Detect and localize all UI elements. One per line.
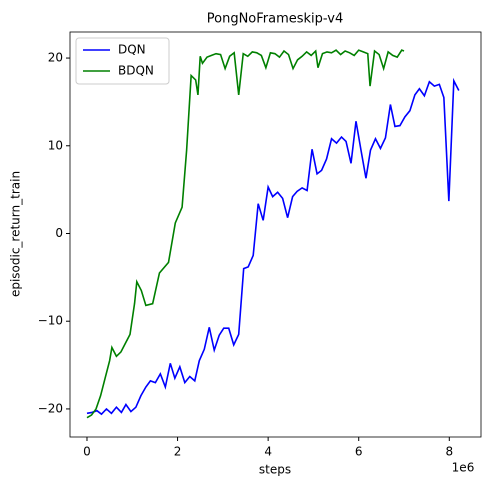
y-tick-label: 10 — [48, 138, 63, 152]
plot-frame — [69, 31, 482, 438]
x-tick-label: 0 — [83, 445, 91, 459]
chart-title: PongNoFrameskip-v4 — [207, 12, 343, 27]
x-tick-label: 4 — [264, 445, 272, 459]
y-tick-label: 0 — [55, 226, 63, 240]
x-offset-text: 1e6 — [452, 461, 475, 475]
x-tick-label: 8 — [445, 445, 453, 459]
y-tick-label: 20 — [48, 51, 63, 65]
y-tick-label: −20 — [38, 401, 63, 415]
y-tick-label: −10 — [38, 314, 63, 328]
series-line — [86, 77, 460, 416]
y-axis-label: episodic_return_train — [9, 171, 23, 297]
legend-label: DQN — [118, 43, 146, 57]
x-axis-label: steps — [259, 463, 291, 477]
series-line — [86, 49, 405, 419]
x-tick-label: 2 — [174, 445, 182, 459]
legend-label: BDQN — [118, 64, 154, 78]
x-tick-label: 6 — [355, 445, 363, 459]
